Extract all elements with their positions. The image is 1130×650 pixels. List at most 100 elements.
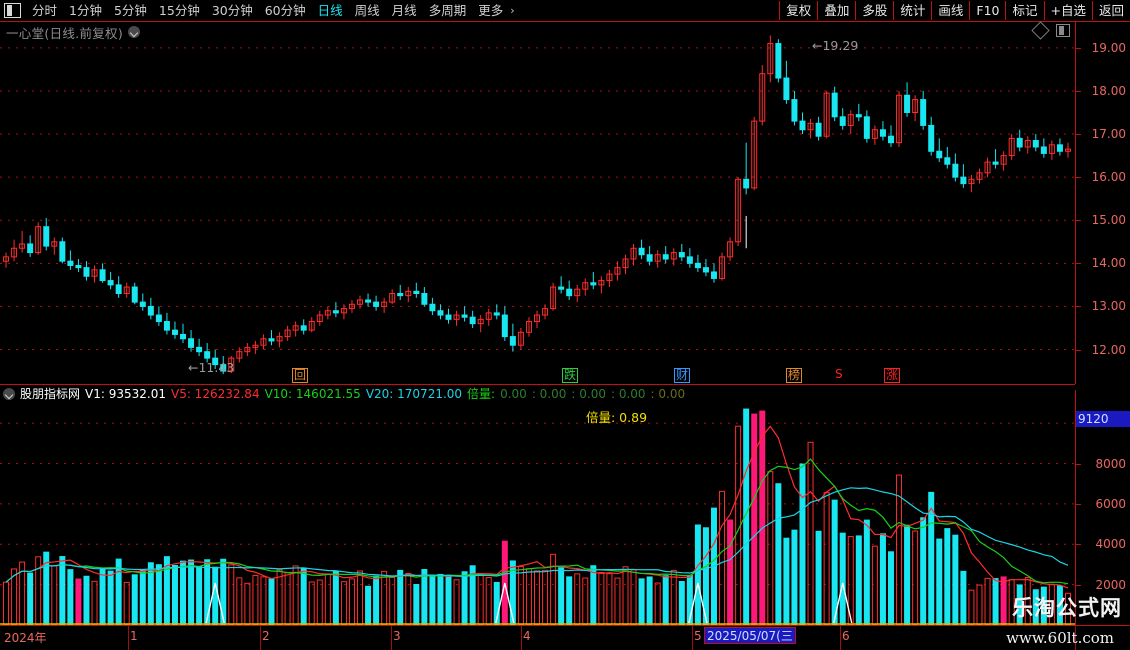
indicator-field-1: V5: 126232.84 bbox=[170, 386, 260, 401]
toolbar-button-0[interactable]: 复权 bbox=[779, 1, 819, 20]
toolbar-buttons: 复权 叠加 多股 统计 画线 F10 标记 +自选 返回 bbox=[779, 0, 1130, 21]
price-tick-1: 18.00 bbox=[1091, 83, 1126, 98]
diamond-icon[interactable] bbox=[1031, 21, 1050, 40]
toolbar-button-1[interactable]: 叠加 bbox=[817, 1, 857, 20]
price-tick-7: 12.00 bbox=[1091, 342, 1126, 357]
volume-current-value: 9120 bbox=[1076, 411, 1130, 427]
panel-toggle-icon[interactable] bbox=[4, 3, 21, 18]
low-price-label: ←11.43 bbox=[188, 360, 235, 375]
ratio-value-3: : 0.00 bbox=[610, 386, 646, 401]
indicator-field-0: V1: 93532.01 bbox=[85, 386, 166, 401]
period-1[interactable]: 1分钟 bbox=[69, 3, 102, 18]
date-separator-6 bbox=[1075, 626, 1076, 650]
toolbar-button-6[interactable]: 标记 bbox=[1005, 1, 1045, 20]
date-tick-0: 2024年 bbox=[4, 631, 47, 645]
price-tick-mark-3 bbox=[1076, 177, 1081, 179]
toolbar-button-5[interactable]: F10 bbox=[969, 1, 1007, 20]
watermark-url: www.60lt.com bbox=[1006, 629, 1114, 647]
volume-tick-mark-4 bbox=[1076, 584, 1081, 586]
volume-tick-3: 4000 bbox=[1095, 537, 1126, 552]
price-tick-0: 19.00 bbox=[1091, 40, 1126, 55]
volume-tick-2: 6000 bbox=[1095, 496, 1126, 511]
price-tick-mark-6 bbox=[1076, 306, 1081, 308]
toolbar-button-7[interactable]: +自选 bbox=[1043, 1, 1093, 20]
high-price-label: ←19.29 bbox=[812, 38, 859, 53]
date-tick-6: 6 bbox=[842, 629, 850, 643]
date-tick-3: 3 bbox=[393, 629, 401, 643]
volume-axis: 100008000600040002000 bbox=[1075, 390, 1130, 625]
volume-tick-1: 8000 bbox=[1095, 456, 1126, 471]
toolbar-button-2[interactable]: 多股 bbox=[855, 1, 895, 20]
chart-marker-S: S bbox=[835, 367, 843, 381]
date-highlight: 2025/05/07(三 bbox=[704, 627, 796, 644]
candlestick-chart bbox=[0, 35, 1075, 375]
indicator-field-3: V20: 170721.00 bbox=[365, 386, 463, 401]
period-2[interactable]: 5分钟 bbox=[113, 3, 147, 18]
date-tick-5: 5 bbox=[694, 629, 702, 643]
ratio-value-4: : 0.00 bbox=[650, 386, 686, 401]
indicator-field-2: V10: 146021.55 bbox=[264, 386, 361, 401]
chart-corner-icons bbox=[1031, 21, 1070, 40]
date-tick-4: 4 bbox=[523, 629, 531, 643]
stock-title[interactable]: 一心堂(日线.前复权) bbox=[6, 24, 141, 41]
indicator-name: 股朋指标网 bbox=[20, 387, 81, 401]
period-4[interactable]: 30分钟 bbox=[211, 3, 253, 18]
price-tick-2: 17.00 bbox=[1091, 127, 1126, 142]
date-axis[interactable]: 2024年 1 2 3 4 5 6 2025/05/07(三 bbox=[0, 625, 1130, 650]
date-tick-2: 2 bbox=[262, 629, 270, 643]
price-tick-5: 14.00 bbox=[1091, 256, 1126, 271]
period-9[interactable]: 多周期 bbox=[428, 3, 467, 18]
period-0[interactable]: 分时 bbox=[32, 3, 58, 18]
toolbar-button-3[interactable]: 统计 bbox=[893, 1, 933, 20]
date-separator-2 bbox=[391, 626, 392, 650]
chart-marker-财: 财 bbox=[674, 368, 691, 383]
date-tick-1: 1 bbox=[130, 629, 138, 643]
chart-marker-跌: 跌 bbox=[562, 368, 579, 383]
volume-tick-mark-2 bbox=[1076, 503, 1081, 505]
chart-marker-涨: 涨 bbox=[884, 368, 901, 383]
period-10[interactable]: 更多 bbox=[478, 3, 504, 18]
price-tick-mark-0 bbox=[1076, 47, 1081, 49]
price-tick-mark-2 bbox=[1076, 134, 1081, 136]
chart-marker-榜: 榜 bbox=[786, 368, 803, 383]
price-tick-6: 13.00 bbox=[1091, 299, 1126, 314]
period-7[interactable]: 周线 bbox=[354, 3, 380, 18]
chevron-down-circle-icon[interactable] bbox=[3, 387, 15, 400]
ratio-value-2: : 0.00 bbox=[571, 386, 606, 401]
toolbar-button-8[interactable]: 返回 bbox=[1091, 1, 1130, 20]
chevron-down-circle-icon[interactable] bbox=[128, 26, 141, 38]
period-selector: 分时 1分钟 5分钟 15分钟 30分钟 60分钟 日线 周线 月线 多周期 更多 › bbox=[0, 0, 520, 21]
date-separator-0 bbox=[128, 626, 129, 650]
period-3[interactable]: 15分钟 bbox=[158, 3, 200, 18]
toolbar-button-4[interactable]: 画线 bbox=[931, 1, 971, 20]
price-axis: 19.00 18.00 17.00 16.00 15.00 14.00 13.00 12.00 bbox=[1075, 22, 1130, 384]
chart-marker-回: 回 bbox=[292, 368, 309, 383]
date-separator-5 bbox=[840, 626, 841, 650]
date-separator-3 bbox=[521, 626, 522, 650]
price-tick-mark-5 bbox=[1076, 263, 1081, 265]
period-5[interactable]: 60分钟 bbox=[264, 3, 306, 18]
watermark-title: 乐淘公式网 bbox=[1012, 596, 1122, 620]
period-6[interactable]: 日线 bbox=[317, 3, 343, 18]
ratio-label: 倍量: bbox=[467, 387, 496, 401]
indicator-info-bar[interactable]: 股朋指标网 V1: 93532.01 V5: 126232.84 V10: 1460… bbox=[0, 384, 1075, 402]
date-separator-1 bbox=[260, 626, 261, 650]
volume-ratio-label: 倍量: 0.89 bbox=[586, 410, 648, 425]
volume-tick-mark-3 bbox=[1076, 544, 1081, 546]
price-tick-mark-7 bbox=[1076, 349, 1081, 351]
price-tick-mark-1 bbox=[1076, 90, 1081, 92]
ratio-value-1: : 0.00 bbox=[531, 386, 567, 401]
volume-chart-panel[interactable] bbox=[0, 403, 1075, 625]
price-tick-4: 15.00 bbox=[1091, 213, 1126, 228]
date-separator-4 bbox=[692, 626, 693, 650]
volume-tick-mark-1 bbox=[1076, 463, 1081, 465]
ratio-value-0: 0.00 bbox=[500, 386, 527, 401]
chevron-right-icon[interactable]: › bbox=[510, 4, 515, 17]
panel-toggle-icon[interactable] bbox=[1056, 24, 1070, 37]
price-tick-3: 16.00 bbox=[1091, 170, 1126, 185]
period-8[interactable]: 月线 bbox=[391, 3, 417, 18]
top-toolbar: 分时 1分钟 5分钟 15分钟 30分钟 60分钟 日线 周线 月线 多周期 更多 › 复权 叠加 多股… bbox=[0, 0, 1130, 22]
price-chart-panel[interactable] bbox=[0, 22, 1075, 384]
stock-title-text: 一心堂(日线.前复权) bbox=[6, 25, 124, 41]
